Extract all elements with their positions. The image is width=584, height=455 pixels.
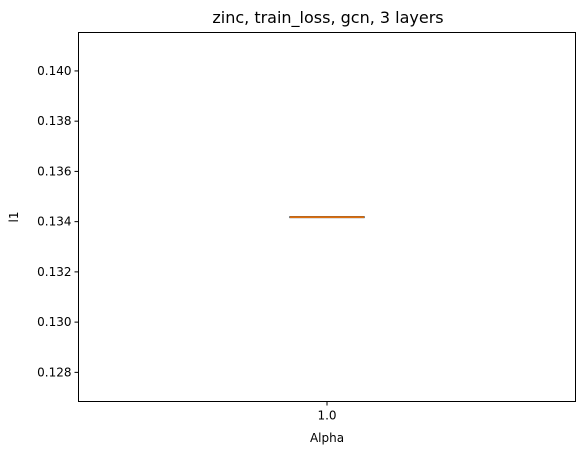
y-tick-label: 0.132 bbox=[37, 265, 71, 279]
chart-title: zinc, train_loss, gcn, 3 layers bbox=[212, 8, 443, 28]
y-axis-label: l1 bbox=[7, 212, 21, 223]
x-axis-label: Alpha bbox=[310, 431, 344, 445]
y-tick-label: 0.138 bbox=[37, 114, 71, 128]
y-tick-label: 0.136 bbox=[37, 164, 71, 178]
y-tick-label: 0.130 bbox=[37, 315, 71, 329]
box-plot-marks bbox=[290, 217, 364, 218]
y-tick-label: 0.140 bbox=[37, 64, 71, 78]
y-tick-label: 0.134 bbox=[37, 215, 71, 229]
x-tick-label: 1.0 bbox=[317, 409, 336, 423]
y-tick-label: 0.128 bbox=[37, 365, 71, 379]
